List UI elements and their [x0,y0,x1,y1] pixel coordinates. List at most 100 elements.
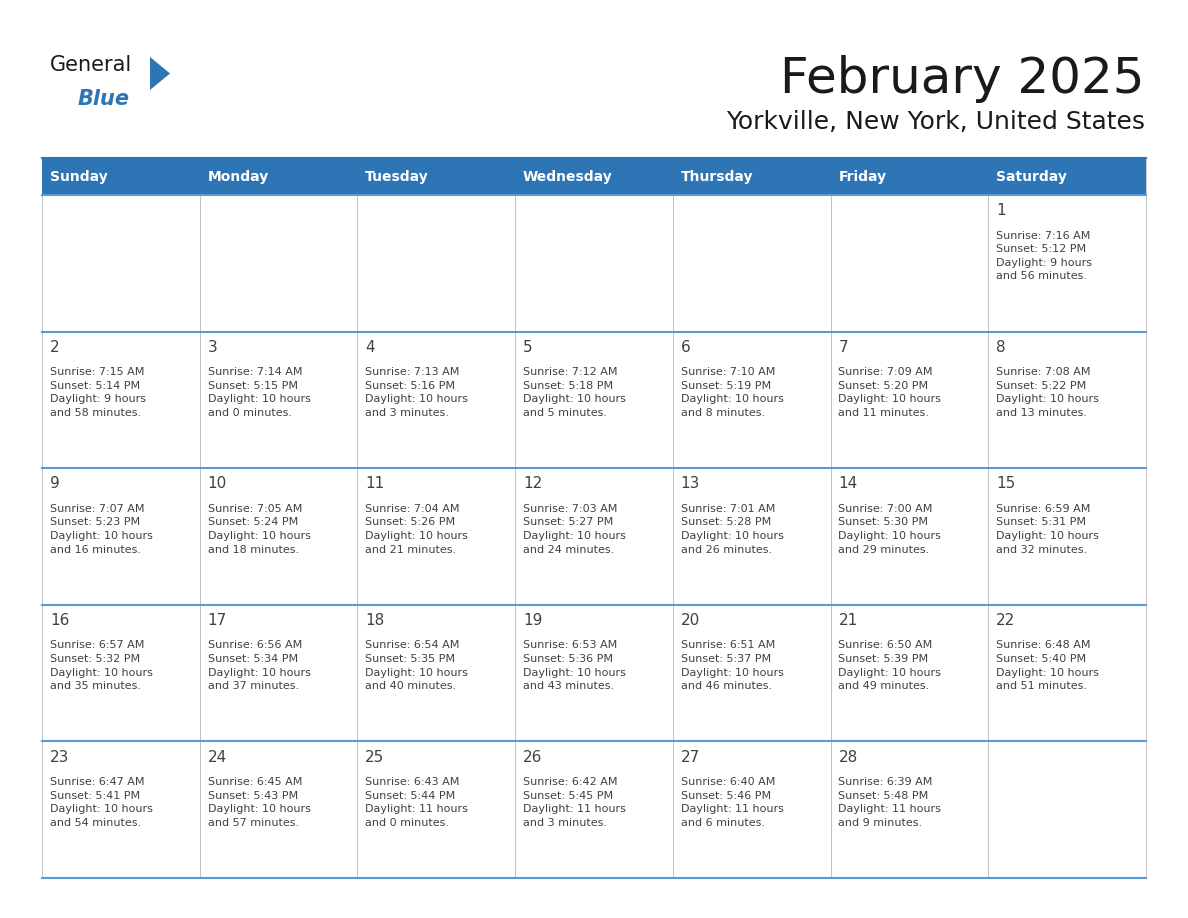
Bar [830,605,988,742]
Text: 13: 13 [681,476,700,491]
Text: 28: 28 [839,750,858,765]
Text: February 2025: February 2025 [781,55,1145,103]
Text: Sunrise: 6:57 AM
Sunset: 5:32 PM
Daylight: 10 hours
and 35 minutes.: Sunrise: 6:57 AM Sunset: 5:32 PM Dayligh… [50,641,153,691]
Bar [830,195,988,331]
Text: 15: 15 [997,476,1016,491]
Text: Sunrise: 7:01 AM
Sunset: 5:28 PM
Daylight: 10 hours
and 26 minutes.: Sunrise: 7:01 AM Sunset: 5:28 PM Dayligh… [681,504,784,554]
Bar [42,605,200,742]
Text: Sunrise: 7:05 AM
Sunset: 5:24 PM
Daylight: 10 hours
and 18 minutes.: Sunrise: 7:05 AM Sunset: 5:24 PM Dayligh… [208,504,310,554]
Text: Sunrise: 6:51 AM
Sunset: 5:37 PM
Daylight: 10 hours
and 46 minutes.: Sunrise: 6:51 AM Sunset: 5:37 PM Dayligh… [681,641,784,691]
Bar [672,605,830,742]
Text: Sunrise: 7:03 AM
Sunset: 5:27 PM
Daylight: 10 hours
and 24 minutes.: Sunrise: 7:03 AM Sunset: 5:27 PM Dayligh… [523,504,626,554]
Text: Saturday: Saturday [997,170,1067,184]
Text: 23: 23 [50,750,69,765]
Text: Sunrise: 6:42 AM
Sunset: 5:45 PM
Daylight: 11 hours
and 3 minutes.: Sunrise: 6:42 AM Sunset: 5:45 PM Dayligh… [523,777,626,828]
Text: Sunrise: 7:16 AM
Sunset: 5:12 PM
Daylight: 9 hours
and 56 minutes.: Sunrise: 7:16 AM Sunset: 5:12 PM Dayligh… [997,230,1092,281]
Bar [830,742,988,878]
Text: General: General [50,55,132,75]
Bar [830,331,988,468]
Text: 24: 24 [208,750,227,765]
Text: 11: 11 [366,476,385,491]
Text: Sunday: Sunday [50,170,108,184]
Text: 3: 3 [208,340,217,354]
Text: Monday: Monday [208,170,268,184]
Bar [358,468,516,605]
Bar [42,195,200,331]
Bar [988,195,1146,331]
Text: Wednesday: Wednesday [523,170,613,184]
Text: Sunrise: 6:48 AM
Sunset: 5:40 PM
Daylight: 10 hours
and 51 minutes.: Sunrise: 6:48 AM Sunset: 5:40 PM Dayligh… [997,641,1099,691]
Bar [988,331,1146,468]
Text: Sunrise: 6:53 AM
Sunset: 5:36 PM
Daylight: 10 hours
and 43 minutes.: Sunrise: 6:53 AM Sunset: 5:36 PM Dayligh… [523,641,626,691]
Text: 27: 27 [681,750,700,765]
Bar [672,742,830,878]
Bar [200,742,358,878]
Text: Friday: Friday [839,170,886,184]
Bar [516,331,672,468]
Bar [672,195,830,331]
Text: 21: 21 [839,613,858,628]
Bar [358,195,516,331]
Bar [42,331,200,468]
Text: 5: 5 [523,340,532,354]
Text: 4: 4 [366,340,375,354]
Text: 17: 17 [208,613,227,628]
Bar [516,742,672,878]
Text: Sunrise: 7:00 AM
Sunset: 5:30 PM
Daylight: 10 hours
and 29 minutes.: Sunrise: 7:00 AM Sunset: 5:30 PM Dayligh… [839,504,941,554]
Text: 7: 7 [839,340,848,354]
Bar [42,742,200,878]
Text: Sunrise: 7:13 AM
Sunset: 5:16 PM
Daylight: 10 hours
and 3 minutes.: Sunrise: 7:13 AM Sunset: 5:16 PM Dayligh… [366,367,468,418]
Text: Sunrise: 6:45 AM
Sunset: 5:43 PM
Daylight: 10 hours
and 57 minutes.: Sunrise: 6:45 AM Sunset: 5:43 PM Dayligh… [208,777,310,828]
Text: Sunrise: 6:54 AM
Sunset: 5:35 PM
Daylight: 10 hours
and 40 minutes.: Sunrise: 6:54 AM Sunset: 5:35 PM Dayligh… [366,641,468,691]
Text: Sunrise: 7:15 AM
Sunset: 5:14 PM
Daylight: 9 hours
and 58 minutes.: Sunrise: 7:15 AM Sunset: 5:14 PM Dayligh… [50,367,146,418]
Bar [358,605,516,742]
Text: Sunrise: 6:47 AM
Sunset: 5:41 PM
Daylight: 10 hours
and 54 minutes.: Sunrise: 6:47 AM Sunset: 5:41 PM Dayligh… [50,777,153,828]
Text: Blue: Blue [78,89,129,109]
Text: Thursday: Thursday [681,170,753,184]
Bar [358,158,516,195]
Text: 6: 6 [681,340,690,354]
Bar [672,158,830,195]
Bar [516,468,672,605]
Bar [200,158,358,195]
Polygon shape [150,57,170,90]
Bar [200,195,358,331]
Bar [358,742,516,878]
Text: Yorkville, New York, United States: Yorkville, New York, United States [726,110,1145,134]
Text: Tuesday: Tuesday [366,170,429,184]
Bar [200,331,358,468]
Text: 18: 18 [366,613,385,628]
Text: 16: 16 [50,613,69,628]
Text: 22: 22 [997,613,1016,628]
Bar [988,605,1146,742]
Text: 14: 14 [839,476,858,491]
Text: 2: 2 [50,340,59,354]
Bar [516,195,672,331]
Bar [988,468,1146,605]
Bar [672,468,830,605]
Text: 19: 19 [523,613,543,628]
Bar [42,468,200,605]
Text: Sunrise: 6:56 AM
Sunset: 5:34 PM
Daylight: 10 hours
and 37 minutes.: Sunrise: 6:56 AM Sunset: 5:34 PM Dayligh… [208,641,310,691]
Bar [42,158,200,195]
Text: Sunrise: 6:40 AM
Sunset: 5:46 PM
Daylight: 11 hours
and 6 minutes.: Sunrise: 6:40 AM Sunset: 5:46 PM Dayligh… [681,777,784,828]
Text: 10: 10 [208,476,227,491]
Bar [988,742,1146,878]
Bar [516,605,672,742]
Text: 1: 1 [997,203,1006,218]
Text: 20: 20 [681,613,700,628]
Bar [672,331,830,468]
Bar [516,158,672,195]
Text: Sunrise: 6:43 AM
Sunset: 5:44 PM
Daylight: 11 hours
and 0 minutes.: Sunrise: 6:43 AM Sunset: 5:44 PM Dayligh… [366,777,468,828]
Text: 12: 12 [523,476,542,491]
Text: 9: 9 [50,476,59,491]
Text: Sunrise: 6:39 AM
Sunset: 5:48 PM
Daylight: 11 hours
and 9 minutes.: Sunrise: 6:39 AM Sunset: 5:48 PM Dayligh… [839,777,941,828]
Text: 26: 26 [523,750,543,765]
Bar [200,605,358,742]
Bar [358,331,516,468]
Bar [200,468,358,605]
Bar [830,468,988,605]
Text: Sunrise: 7:04 AM
Sunset: 5:26 PM
Daylight: 10 hours
and 21 minutes.: Sunrise: 7:04 AM Sunset: 5:26 PM Dayligh… [366,504,468,554]
Text: Sunrise: 7:12 AM
Sunset: 5:18 PM
Daylight: 10 hours
and 5 minutes.: Sunrise: 7:12 AM Sunset: 5:18 PM Dayligh… [523,367,626,418]
Text: Sunrise: 7:08 AM
Sunset: 5:22 PM
Daylight: 10 hours
and 13 minutes.: Sunrise: 7:08 AM Sunset: 5:22 PM Dayligh… [997,367,1099,418]
